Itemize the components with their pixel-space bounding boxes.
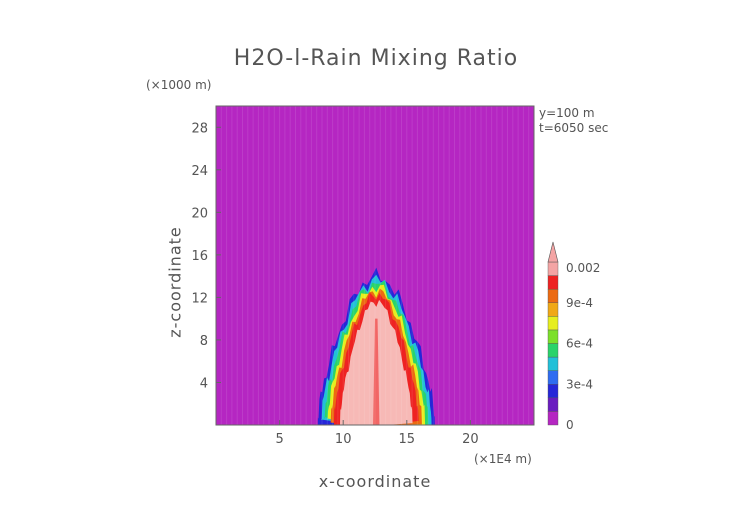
x-tick-label: 10	[335, 432, 352, 447]
colorbar-segment	[547, 316, 559, 331]
colorbar-label: 6e-4	[566, 337, 593, 351]
x-tick-label: 20	[462, 432, 479, 447]
colorbar-segment	[547, 275, 559, 290]
x-axis-label: x-coordinate	[318, 472, 432, 491]
x-tick-label: 15	[399, 432, 416, 447]
annotation-time: t=6050 sec	[539, 121, 609, 135]
colorbar-segment	[547, 302, 559, 317]
y-tick-label: 28	[191, 121, 208, 136]
chart-title: H2O-l-Rain Mixing Ratio	[233, 46, 519, 71]
annotation-y: y=100 m	[539, 106, 595, 120]
colorbar-segment	[547, 288, 559, 303]
y-tick-label: 8	[200, 334, 208, 349]
y-tick-label: 24	[191, 164, 208, 179]
colorbar-segment	[547, 411, 559, 426]
colorbar-segment	[547, 261, 559, 276]
colorbar-segment	[547, 329, 559, 344]
colorbar-segment	[547, 370, 559, 385]
y-units-label: (×1000 m)	[146, 78, 212, 92]
x-tick-label: 5	[275, 432, 283, 447]
y-tick-label: 20	[191, 206, 208, 221]
x-units-label: (×1E4 m)	[474, 452, 532, 466]
colorbar-label: 3e-4	[566, 377, 593, 391]
colorbar-segment	[547, 356, 559, 371]
colorbar-segment	[547, 397, 559, 412]
y-tick-label: 4	[200, 376, 208, 391]
colorbar-label: 9e-4	[566, 296, 593, 310]
plot-frame	[215, 105, 535, 426]
plume-streak	[373, 318, 380, 425]
y-tick-label: 16	[191, 249, 208, 264]
colorbar-segment	[547, 343, 559, 358]
colorbar-label: 0	[566, 418, 574, 432]
colorbar-arrow	[547, 241, 559, 263]
colorbar-label: 0.002	[566, 261, 600, 275]
colorbar-segment	[547, 384, 559, 399]
y-tick-label: 12	[191, 291, 208, 306]
